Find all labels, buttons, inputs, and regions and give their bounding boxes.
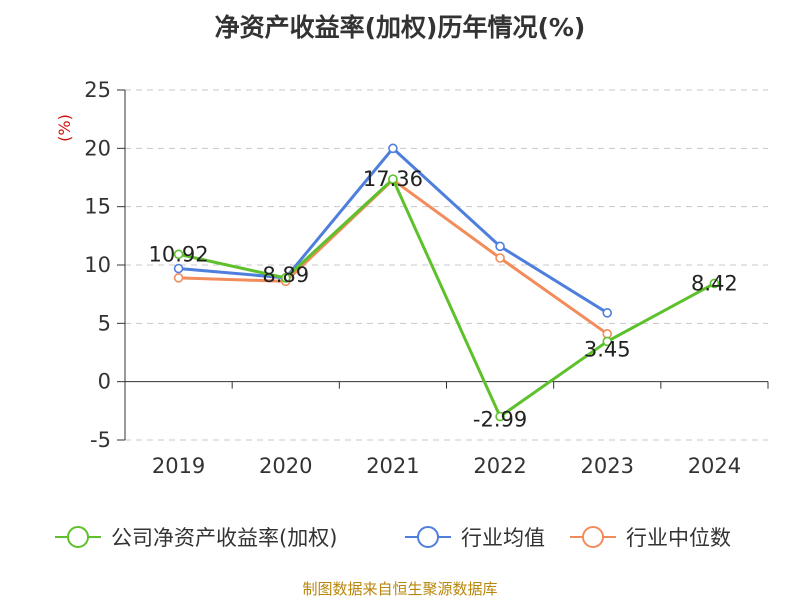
data-point — [495, 411, 505, 422]
legend-label: 行业均值 — [461, 526, 545, 550]
data-label: 17.36 — [363, 167, 423, 191]
series-line — [178, 177, 716, 419]
data-label: 3.45 — [584, 337, 631, 361]
y-tick-label: 25 — [84, 78, 111, 102]
data-point — [495, 241, 505, 252]
data-point — [173, 263, 184, 274]
data-point — [709, 278, 720, 289]
legend-swatch-marker — [417, 526, 439, 548]
data-point — [173, 273, 184, 283]
x-tick-label: 2024 — [688, 454, 741, 478]
y-tick-label: 20 — [84, 136, 111, 160]
data-label: 8.42 — [691, 271, 738, 295]
data-label: 8.89 — [262, 263, 309, 287]
data-label: 10.92 — [149, 242, 209, 266]
y-axis-label: (%) — [55, 114, 74, 142]
legend-swatch-marker — [67, 526, 89, 548]
series-line — [178, 178, 609, 336]
x-tick-label: 2023 — [581, 454, 634, 478]
legend-label: 行业中位数 — [626, 526, 731, 550]
legend-label: 公司净资产收益率(加权) — [111, 526, 337, 550]
x-tick-label: 2020 — [259, 454, 312, 478]
x-tick-label: 2022 — [473, 454, 526, 478]
data-point — [388, 143, 398, 154]
y-tick-label: -5 — [90, 428, 111, 452]
source-note: 制图数据来自恒生聚源数据库 — [302, 580, 498, 598]
data-point — [495, 253, 505, 263]
chart-title: 净资产收益率(加权)历年情况(%) — [214, 13, 586, 42]
data-point — [602, 336, 613, 347]
y-tick-label: 10 — [84, 253, 111, 277]
x-tick-label: 2021 — [366, 454, 419, 478]
y-tick-label: 5 — [98, 311, 111, 335]
data-label: -2.99 — [473, 408, 527, 432]
legend-swatch-marker — [582, 526, 604, 548]
data-point — [388, 174, 398, 184]
y-tick-label: 0 — [98, 370, 111, 394]
x-tick-label: 2019 — [152, 454, 205, 478]
data-point — [173, 249, 184, 260]
y-tick-label: 15 — [84, 195, 111, 219]
data-point — [280, 273, 291, 283]
data-point — [602, 308, 613, 318]
